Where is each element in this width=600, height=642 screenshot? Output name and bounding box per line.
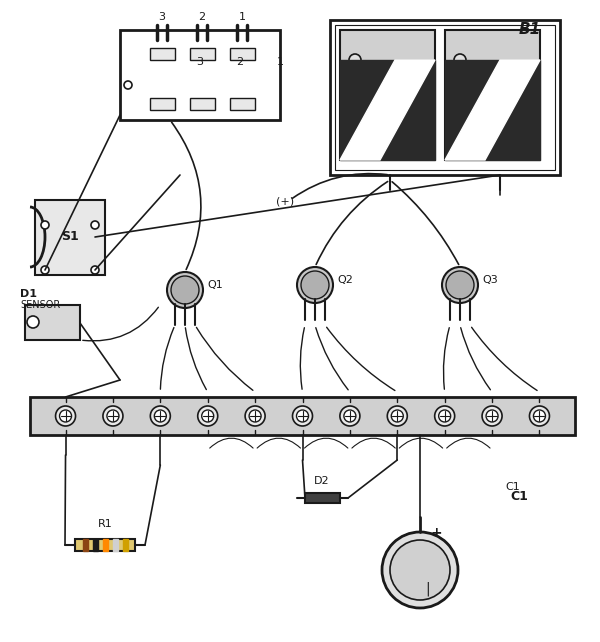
Text: 2: 2 xyxy=(236,57,244,67)
Circle shape xyxy=(245,406,265,426)
Bar xyxy=(30,397,575,435)
Circle shape xyxy=(91,266,99,274)
Circle shape xyxy=(533,410,545,422)
Polygon shape xyxy=(123,539,128,551)
Text: Q1: Q1 xyxy=(207,280,223,290)
Bar xyxy=(330,20,560,175)
Circle shape xyxy=(349,54,361,66)
Circle shape xyxy=(390,540,450,600)
Text: D2: D2 xyxy=(314,476,330,486)
Text: |: | xyxy=(425,582,430,596)
Circle shape xyxy=(349,144,361,156)
Bar xyxy=(25,305,80,340)
Text: R1: R1 xyxy=(98,519,112,529)
Circle shape xyxy=(56,406,76,426)
Circle shape xyxy=(382,532,458,608)
Bar xyxy=(230,48,255,60)
Polygon shape xyxy=(340,60,435,160)
Bar xyxy=(340,30,435,160)
Circle shape xyxy=(454,144,466,156)
Circle shape xyxy=(198,406,218,426)
Circle shape xyxy=(151,406,170,426)
Bar xyxy=(445,30,540,160)
Bar xyxy=(150,48,175,60)
Circle shape xyxy=(103,406,123,426)
Circle shape xyxy=(301,271,329,299)
Circle shape xyxy=(154,410,166,422)
Circle shape xyxy=(296,410,308,422)
Bar xyxy=(305,493,340,503)
Text: B1: B1 xyxy=(519,22,541,37)
Text: SENSOR: SENSOR xyxy=(20,300,60,310)
Text: 1: 1 xyxy=(277,57,284,67)
Bar xyxy=(335,25,555,170)
Circle shape xyxy=(297,267,333,303)
Text: 3: 3 xyxy=(197,57,203,67)
Polygon shape xyxy=(445,60,540,160)
Bar xyxy=(120,30,280,120)
Text: 2: 2 xyxy=(199,12,206,22)
Text: Q3: Q3 xyxy=(482,275,498,285)
Circle shape xyxy=(442,267,478,303)
Text: (+): (+) xyxy=(276,197,294,207)
Circle shape xyxy=(529,406,550,426)
Circle shape xyxy=(124,81,132,89)
Circle shape xyxy=(349,99,361,111)
Polygon shape xyxy=(103,539,108,551)
Circle shape xyxy=(202,410,214,422)
Circle shape xyxy=(171,276,199,304)
Circle shape xyxy=(91,221,99,229)
Text: C1: C1 xyxy=(505,482,520,492)
Bar xyxy=(190,48,215,60)
Text: C1: C1 xyxy=(510,490,528,503)
Circle shape xyxy=(167,272,203,308)
Polygon shape xyxy=(445,60,540,160)
Text: S1: S1 xyxy=(61,230,79,243)
Circle shape xyxy=(391,410,403,422)
Circle shape xyxy=(107,410,119,422)
Circle shape xyxy=(41,266,49,274)
Circle shape xyxy=(454,54,466,66)
Text: 3: 3 xyxy=(158,12,166,22)
Text: 1: 1 xyxy=(239,12,245,22)
Circle shape xyxy=(387,406,407,426)
Bar xyxy=(230,98,255,110)
Bar xyxy=(190,98,215,110)
Circle shape xyxy=(454,99,466,111)
Polygon shape xyxy=(340,60,435,160)
Text: D1: D1 xyxy=(20,289,37,299)
Text: Q2: Q2 xyxy=(337,275,353,285)
Circle shape xyxy=(482,406,502,426)
Circle shape xyxy=(340,406,360,426)
Text: +: + xyxy=(430,526,442,540)
Circle shape xyxy=(59,410,71,422)
Circle shape xyxy=(293,406,313,426)
Circle shape xyxy=(27,316,39,328)
Circle shape xyxy=(249,410,261,422)
Circle shape xyxy=(486,410,498,422)
Circle shape xyxy=(434,406,455,426)
Polygon shape xyxy=(93,539,98,551)
Polygon shape xyxy=(83,539,88,551)
Bar xyxy=(150,98,175,110)
Circle shape xyxy=(446,271,474,299)
Bar xyxy=(35,200,105,275)
Circle shape xyxy=(41,221,49,229)
Bar xyxy=(75,539,135,551)
Polygon shape xyxy=(113,539,118,551)
Circle shape xyxy=(439,410,451,422)
Circle shape xyxy=(344,410,356,422)
